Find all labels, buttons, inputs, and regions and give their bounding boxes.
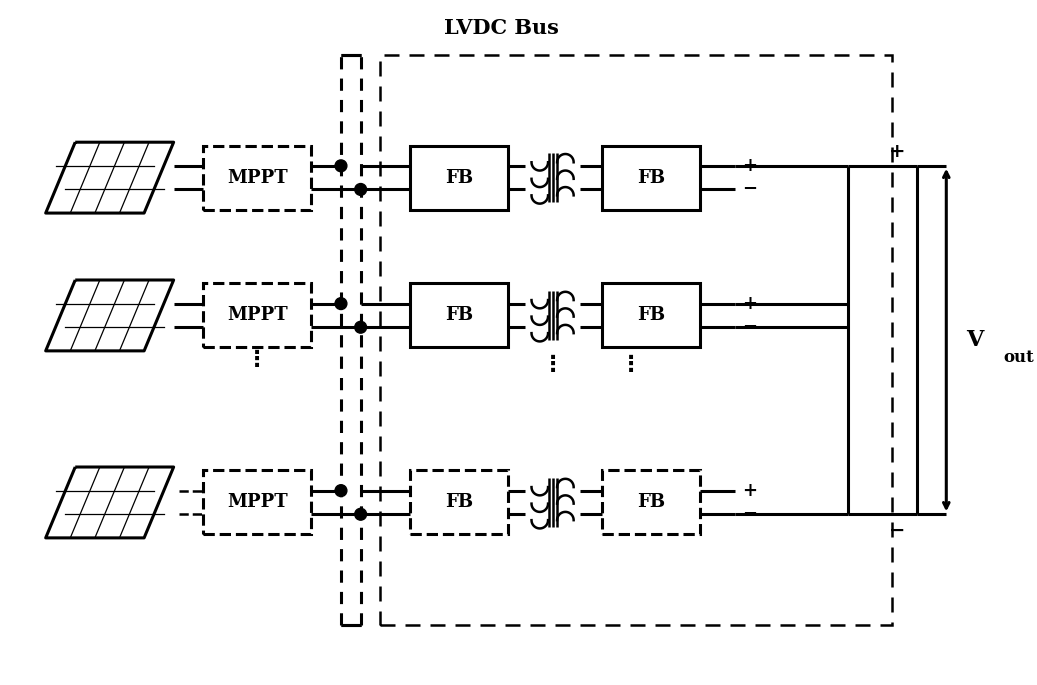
Bar: [410, 284, 508, 347]
Text: out: out: [1004, 349, 1034, 366]
Text: FB: FB: [637, 169, 665, 186]
Circle shape: [355, 321, 366, 333]
Circle shape: [355, 508, 366, 520]
Text: FB: FB: [445, 306, 473, 325]
Bar: [381, 55, 892, 625]
Bar: [601, 146, 700, 210]
Text: +: +: [889, 143, 905, 161]
Bar: [601, 284, 700, 347]
Circle shape: [335, 298, 346, 310]
Text: V: V: [966, 329, 983, 351]
Text: FB: FB: [637, 306, 665, 325]
Text: LVDC Bus: LVDC Bus: [444, 18, 559, 38]
Bar: [410, 146, 508, 210]
Text: FB: FB: [445, 169, 473, 186]
Bar: [203, 471, 311, 534]
Text: ⋮: ⋮: [541, 355, 564, 375]
Text: +: +: [742, 295, 758, 312]
Circle shape: [335, 160, 346, 172]
Text: MPPT: MPPT: [227, 169, 287, 186]
Text: −: −: [889, 522, 905, 540]
Text: +: +: [742, 482, 758, 499]
Text: −: −: [742, 319, 758, 336]
Text: FB: FB: [637, 493, 665, 512]
Bar: [203, 146, 311, 210]
Text: −: −: [742, 180, 758, 199]
Text: MPPT: MPPT: [227, 493, 287, 512]
Text: FB: FB: [445, 493, 473, 512]
Circle shape: [335, 485, 346, 497]
Bar: [601, 471, 700, 534]
Text: ⋮: ⋮: [620, 355, 643, 375]
Text: ⋮: ⋮: [246, 350, 269, 370]
Circle shape: [355, 184, 366, 195]
Text: +: +: [742, 157, 758, 175]
Text: −: −: [742, 506, 758, 523]
Bar: [203, 284, 311, 347]
Text: MPPT: MPPT: [227, 306, 287, 325]
Bar: [410, 471, 508, 534]
